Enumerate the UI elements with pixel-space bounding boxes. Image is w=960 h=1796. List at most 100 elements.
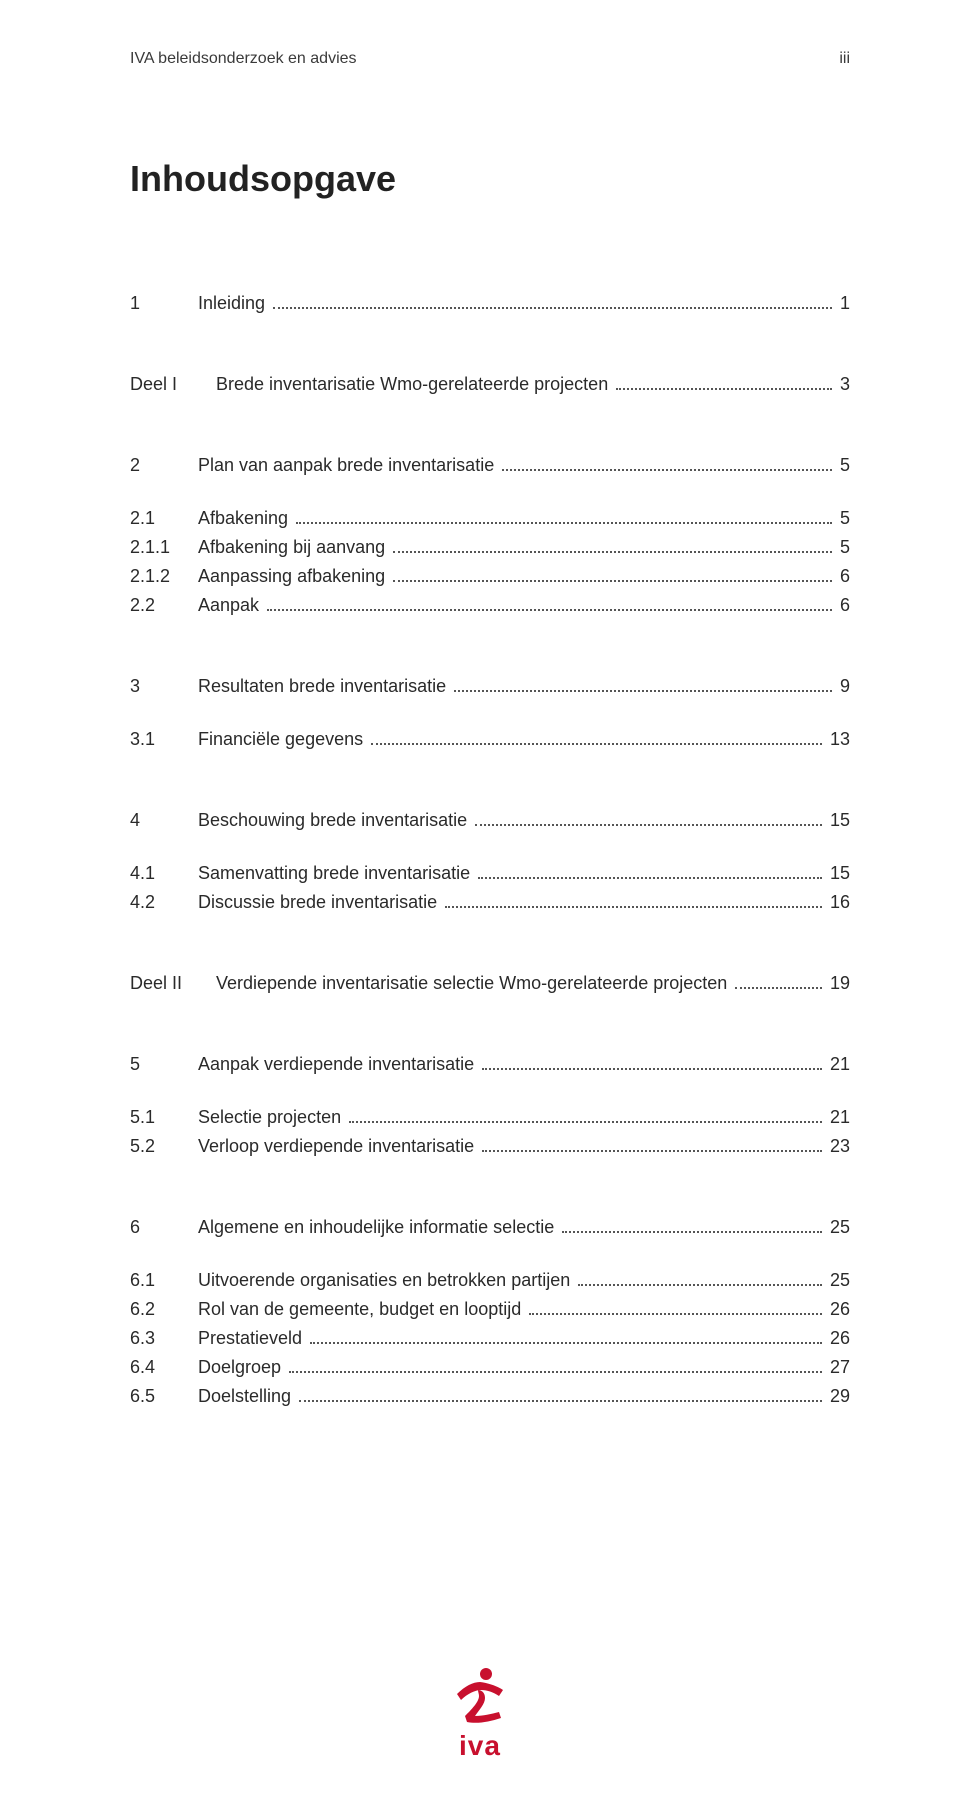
toc-page: 26 <box>826 1296 850 1323</box>
toc-number: Deel II <box>130 970 216 997</box>
toc-label: Doelgroep <box>198 1354 285 1381</box>
toc-number: 5 <box>130 1051 198 1078</box>
toc-group-gap <box>130 922 850 970</box>
toc-label: Verdiepende inventarisatie selectie Wmo-… <box>216 970 731 997</box>
toc-page: 19 <box>826 970 850 997</box>
toc-row: 2Plan van aanpak brede inventarisatie 5 <box>130 452 850 479</box>
toc-page: 3 <box>836 371 850 398</box>
toc-number: 2.1.2 <box>130 563 198 590</box>
toc-group-gap <box>130 323 850 371</box>
toc-leader-dots <box>267 609 832 611</box>
toc-number: 3.1 <box>130 726 198 753</box>
toc-label: Prestatieveld <box>198 1325 306 1352</box>
toc-page: 25 <box>826 1214 850 1241</box>
toc-number: 4.1 <box>130 860 198 887</box>
toc-number: 6.1 <box>130 1267 198 1294</box>
toc-label: Inleiding <box>198 290 269 317</box>
toc-group-gap <box>130 404 850 452</box>
toc-leader-dots <box>296 522 832 524</box>
toc-row: 3.1Financiële gegevens13 <box>130 726 850 753</box>
toc-number: 4 <box>130 807 198 834</box>
toc-page: 1 <box>836 290 850 317</box>
toc-group-gap <box>130 625 850 673</box>
toc-leader-dots <box>475 824 822 826</box>
toc-number: 5.2 <box>130 1133 198 1160</box>
toc-number: 6.3 <box>130 1325 198 1352</box>
toc-leader-dots <box>529 1313 822 1315</box>
toc-label: Plan van aanpak brede inventarisatie <box>198 452 498 479</box>
toc-row: 6Algemene en inhoudelijke informatie sel… <box>130 1214 850 1241</box>
toc-row: 2.1Afbakening5 <box>130 505 850 532</box>
toc-leader-dots <box>482 1068 822 1070</box>
toc-page: 5 <box>836 452 850 479</box>
toc-number: 2 <box>130 452 198 479</box>
toc-small-gap <box>130 1084 850 1104</box>
toc-number: 2.1 <box>130 505 198 532</box>
toc-page: 29 <box>826 1383 850 1410</box>
toc-row: 2.1.1Afbakening bij aanvang5 <box>130 534 850 561</box>
toc-leader-dots <box>393 580 832 582</box>
toc-row: 6.2Rol van de gemeente, budget en loopti… <box>130 1296 850 1323</box>
toc-leader-dots <box>393 551 832 553</box>
toc-row: 6.4Doelgroep27 <box>130 1354 850 1381</box>
toc-page: 9 <box>836 673 850 700</box>
toc-row: 4.1Samenvatting brede inventarisatie15 <box>130 860 850 887</box>
toc-row: 4Beschouwing brede inventarisatie15 <box>130 807 850 834</box>
toc-label: Discussie brede inventarisatie <box>198 889 441 916</box>
toc-page: 13 <box>826 726 850 753</box>
toc-leader-dots <box>482 1150 822 1152</box>
page-title: Inhoudsopgave <box>130 158 850 200</box>
toc-row: 3Resultaten brede inventarisatie9 <box>130 673 850 700</box>
toc-row: 2.2Aanpak6 <box>130 592 850 619</box>
toc-number: 6 <box>130 1214 198 1241</box>
toc-row: 5.1Selectie projecten21 <box>130 1104 850 1131</box>
toc-number: Deel I <box>130 371 216 398</box>
toc-leader-dots <box>562 1231 822 1233</box>
toc-leader-dots <box>735 987 822 989</box>
toc-number: 3 <box>130 673 198 700</box>
toc-number: 1 <box>130 290 198 317</box>
toc-page: 16 <box>826 889 850 916</box>
toc-group-gap <box>130 759 850 807</box>
toc-group-gap <box>130 1166 850 1214</box>
toc-leader-dots <box>310 1342 822 1344</box>
toc-row: 6.1Uitvoerende organisaties en betrokken… <box>130 1267 850 1294</box>
toc-label: Rol van de gemeente, budget en looptijd <box>198 1296 525 1323</box>
toc-row: 1Inleiding1 <box>130 290 850 317</box>
logo: iva <box>445 1666 515 1762</box>
toc-page: 6 <box>836 592 850 619</box>
toc-leader-dots <box>578 1284 822 1286</box>
toc-label: Verloop verdiepende inventarisatie <box>198 1133 478 1160</box>
toc-page: 21 <box>826 1104 850 1131</box>
toc-page: 6 <box>836 563 850 590</box>
toc-label: Doelstelling <box>198 1383 295 1410</box>
toc-small-gap <box>130 1247 850 1267</box>
toc-row: Deel IBrede inventarisatie Wmo-gerelatee… <box>130 371 850 398</box>
toc-leader-dots <box>445 906 822 908</box>
header-left: IVA beleidsonderzoek en advies <box>130 50 357 68</box>
toc-leader-dots <box>454 690 832 692</box>
running-header: IVA beleidsonderzoek en advies iii <box>130 50 850 68</box>
toc-group-gap <box>130 1003 850 1051</box>
document-page: IVA beleidsonderzoek en advies iii Inhou… <box>0 0 960 1796</box>
toc-leader-dots <box>273 307 832 309</box>
toc-row: 6.5Doelstelling29 <box>130 1383 850 1410</box>
toc-leader-dots <box>349 1121 822 1123</box>
logo-text: iva <box>445 1730 515 1762</box>
toc-label: Afbakening <box>198 505 292 532</box>
toc-label: Samenvatting brede inventarisatie <box>198 860 474 887</box>
toc-label: Uitvoerende organisaties en betrokken pa… <box>198 1267 574 1294</box>
toc-label: Selectie projecten <box>198 1104 345 1131</box>
toc-small-gap <box>130 485 850 505</box>
toc-leader-dots <box>616 388 832 390</box>
toc-leader-dots <box>371 743 822 745</box>
toc-row: 5Aanpak verdiepende inventarisatie21 <box>130 1051 850 1078</box>
toc-page: 23 <box>826 1133 850 1160</box>
toc-leader-dots <box>289 1371 822 1373</box>
toc-small-gap <box>130 706 850 726</box>
toc-leader-dots <box>502 469 832 471</box>
toc-number: 2.2 <box>130 592 198 619</box>
toc-label: Afbakening bij aanvang <box>198 534 389 561</box>
toc-number: 2.1.1 <box>130 534 198 561</box>
toc-page: 26 <box>826 1325 850 1352</box>
